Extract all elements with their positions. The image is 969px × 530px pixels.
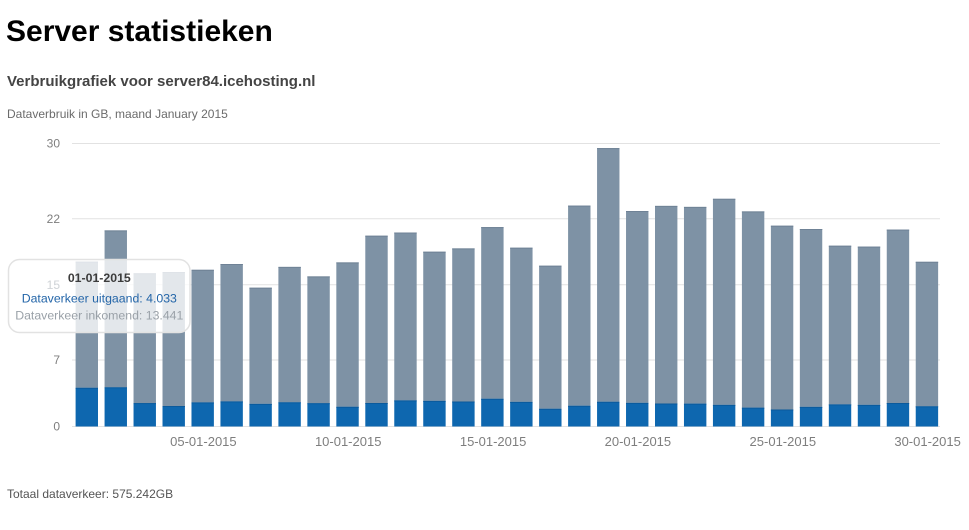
svg-text:10-01-2015: 10-01-2015 (315, 434, 382, 449)
svg-text:30-01-2015: 30-01-2015 (894, 434, 961, 449)
svg-text:30: 30 (47, 137, 61, 151)
svg-text:0: 0 (53, 420, 60, 434)
svg-text:01-01-2015: 01-01-2015 (68, 271, 131, 285)
svg-text:Dataverkeer uitgaand: 4.033: Dataverkeer uitgaand: 4.033 (22, 291, 177, 305)
svg-text:15-01-2015: 15-01-2015 (460, 434, 527, 449)
svg-text:15: 15 (47, 278, 61, 292)
svg-text:Dataverkeer inkomend: 13.441: Dataverkeer inkomend: 13.441 (15, 308, 183, 322)
svg-text:20-01-2015: 20-01-2015 (605, 434, 672, 449)
svg-text:22: 22 (47, 212, 61, 226)
svg-text:05-01-2015: 05-01-2015 (170, 434, 237, 449)
svg-text:25-01-2015: 25-01-2015 (750, 434, 817, 449)
svg-text:7: 7 (53, 353, 60, 367)
